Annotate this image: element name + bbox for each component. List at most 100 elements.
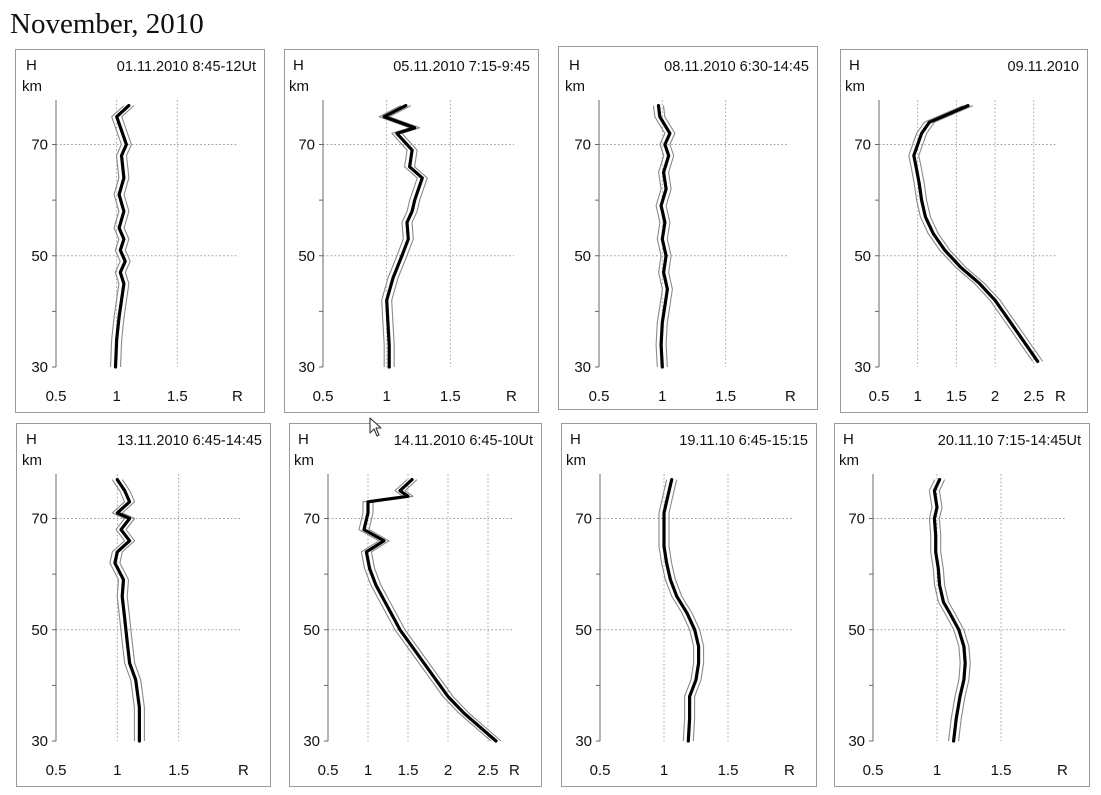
chart6-ylabel: H xyxy=(298,431,309,448)
chart2-series-line xyxy=(382,103,424,369)
chart2-xlabel: R xyxy=(506,388,517,405)
chart1-error-bound-upper xyxy=(119,105,135,368)
chart8-ylabel: H xyxy=(843,431,854,448)
chart8-ytick-label: 50 xyxy=(848,622,865,639)
chart5-ytick-label: 70 xyxy=(31,511,48,528)
chart4-xtick-label: 2 xyxy=(991,388,999,405)
chart1-error-bound-lower xyxy=(109,105,125,368)
chart6-xlabel: R xyxy=(509,762,520,779)
chart-svg-7: 30 50 70 0.5 1 1.5 Hkm R 19.11.10 6:45-15:15 xyxy=(566,431,808,779)
chart1-xtick-label: 1.5 xyxy=(167,388,188,405)
chart-svg-5: 30 50 70 0.5 1 1.5 Hkm R 13.11.2010 6:45-14:45 xyxy=(22,431,262,779)
chart3-ytick-label: 50 xyxy=(574,248,591,265)
chart4-ytick-label: 70 xyxy=(854,137,871,154)
chart3-series-line xyxy=(656,103,672,369)
chart4-error-bound-upper xyxy=(918,105,1044,362)
chart2-yunit: km xyxy=(289,78,309,95)
chart7-xtick-label: 0.5 xyxy=(590,762,611,779)
chart5-xlabel: R xyxy=(238,762,249,779)
chart-svg-2: 30 50 70 0.5 1 1.5 Hkm R 05.11.2010 7:15-9:45 xyxy=(289,57,530,405)
chart-svg-8: 30 50 70 0.5 1 1.5 Hkm R 20.11.10 7:15-14:45Ut xyxy=(839,431,1081,779)
chart7-xlabel: R xyxy=(784,762,795,779)
chart5-xtick-label: 0.5 xyxy=(46,762,67,779)
chart3-error-bound-upper xyxy=(662,105,676,368)
chart1-xtick-label: 0.5 xyxy=(46,388,67,405)
chart8-title: 20.11.10 7:15-14:45Ut xyxy=(938,433,1081,449)
figure-title: November, 2010 xyxy=(10,8,204,40)
chart8-xlabel: R xyxy=(1057,762,1068,779)
chart5-xtick-label: 1.5 xyxy=(168,762,189,779)
chart-svg-6: 30 50 70 0.5 1 1.5 2 2.5 Hkm R 14.11.2010 6:45-10U… xyxy=(294,431,533,779)
chart7-error-bound-lower xyxy=(658,479,695,742)
chart6-xtick-label: 1 xyxy=(364,762,372,779)
chart4-error-bound-lower xyxy=(908,105,1034,362)
chart-svg-3: 30 50 70 0.5 1 1.5 Hkm R 08.11.2010 6:30-14:45 xyxy=(565,57,809,405)
chart3-ytick-label: 70 xyxy=(574,137,591,154)
chart5-xtick-label: 1 xyxy=(113,762,121,779)
chart1-ytick-label: 50 xyxy=(31,248,48,265)
chart2-ytick-label: 30 xyxy=(298,359,315,376)
chart6-ytick-label: 50 xyxy=(303,622,320,639)
chart7-yunit: km xyxy=(566,452,586,469)
chart7-xtick-label: 1.5 xyxy=(718,762,739,779)
chart2-xtick-label: 1.5 xyxy=(440,388,461,405)
chart7-error-bound-upper xyxy=(668,479,705,742)
chart7-series-line xyxy=(662,477,701,743)
chart1-ylabel: H xyxy=(26,57,37,74)
chart3-ytick-label: 30 xyxy=(574,359,591,376)
chart6-yunit: km xyxy=(294,452,314,469)
chart3-xtick-label: 1.5 xyxy=(715,388,736,405)
chart3-yunit: km xyxy=(565,78,585,95)
chart8-xtick-label: 1 xyxy=(933,762,941,779)
chart1-xlabel: R xyxy=(232,388,243,405)
chart4-series-line xyxy=(912,103,1040,363)
chart4-yunit: km xyxy=(845,78,865,95)
chart3-title: 08.11.2010 6:30-14:45 xyxy=(664,59,809,75)
chart1-ytick-label: 70 xyxy=(31,137,48,154)
chart7-title: 19.11.10 6:45-15:15 xyxy=(679,433,808,449)
chart8-yunit: km xyxy=(839,452,859,469)
chart-svg-1: 30 50 70 0.5 1 1.5 Hkm R 01.11.2010 8:45-12Ut xyxy=(22,57,256,405)
chart4-xtick-label: 0.5 xyxy=(869,388,890,405)
chart7-ytick-label: 30 xyxy=(575,733,592,750)
chart6-xtick-label: 2 xyxy=(444,762,452,779)
chart2-ytick-label: 70 xyxy=(298,137,315,154)
chart3-xtick-label: 1 xyxy=(658,388,666,405)
chart4-xtick-label: 1 xyxy=(914,388,922,405)
chart7-ytick-label: 50 xyxy=(575,622,592,639)
chart4-xlabel: R xyxy=(1055,388,1066,405)
chart8-series-line xyxy=(932,477,967,743)
chart7-ytick-label: 70 xyxy=(575,511,592,528)
chart6-xtick-label: 1.5 xyxy=(398,762,419,779)
chart8-error-bound-upper xyxy=(938,479,971,742)
chart5-title: 13.11.2010 6:45-14:45 xyxy=(117,433,262,449)
chart2-xtick-label: 1 xyxy=(382,388,390,405)
chart6-series-line xyxy=(362,477,498,743)
chart4-title: 09.11.2010 xyxy=(1008,59,1080,75)
chart6-xtick-label: 2.5 xyxy=(478,762,499,779)
chart6-xtick-label: 0.5 xyxy=(318,762,339,779)
mouse-pointer-icon xyxy=(369,417,383,442)
chart3-xlabel: R xyxy=(785,388,796,405)
chart5-yunit: km xyxy=(22,452,42,469)
chart2-xtick-label: 0.5 xyxy=(313,388,334,405)
chart6-title: 14.11.2010 6:45-10Ut xyxy=(394,433,533,449)
chart1-xtick-label: 1 xyxy=(112,388,120,405)
chart8-error-bound-lower xyxy=(928,479,961,742)
chart2-error-bound-lower xyxy=(378,105,418,367)
chart8-ytick-label: 30 xyxy=(848,733,865,750)
chart1-ytick-label: 30 xyxy=(31,359,48,376)
chart5-ylabel: H xyxy=(26,431,37,448)
chart7-xtick-label: 1 xyxy=(660,762,668,779)
chart4-ylabel: H xyxy=(849,57,860,74)
chart4-xtick-label: 1.5 xyxy=(946,388,967,405)
chart5-series-line xyxy=(113,477,142,743)
chart6-ytick-label: 30 xyxy=(303,733,320,750)
